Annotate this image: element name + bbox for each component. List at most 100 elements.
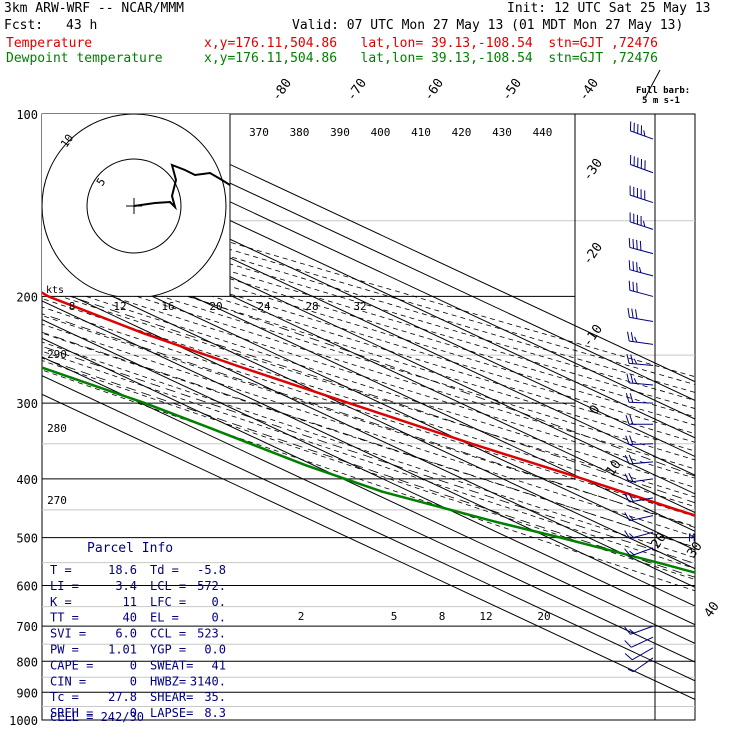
wind-barb bbox=[625, 435, 654, 446]
dry-adiabat bbox=[42, 323, 695, 538]
parcel-value: 0.0 bbox=[204, 643, 226, 657]
theta-side-label: 270 bbox=[47, 494, 67, 507]
hodograph-ring-inner bbox=[86, 158, 182, 254]
parcel-marker: M bbox=[689, 532, 696, 545]
parcel-cell: CELL = 242/30 bbox=[50, 710, 144, 724]
wind-barb bbox=[629, 212, 654, 230]
parcel-key: PW = bbox=[50, 643, 79, 657]
parcel-info-panel: Parcel Info CELL = 242/30 T = 18.6 Td = -5.… bbox=[50, 541, 226, 724]
barb-legend-value: 5 m s-1 bbox=[642, 96, 680, 106]
mixing-ratio-label: 5 bbox=[391, 610, 398, 623]
pressure-tick-label: 800 bbox=[16, 655, 38, 669]
wind-barb-staff bbox=[628, 401, 654, 404]
mixing-top-label: 32 bbox=[353, 300, 366, 313]
dry-adiabat bbox=[42, 192, 695, 385]
parcel-title: Parcel Info bbox=[87, 541, 173, 556]
parcel-value: 0. bbox=[212, 611, 226, 625]
parcel-key: LAPSE= bbox=[150, 706, 193, 720]
wind-barb bbox=[629, 155, 654, 174]
wind-barb bbox=[624, 472, 654, 483]
wind-barb-staff bbox=[629, 362, 654, 366]
wind-barb bbox=[625, 415, 653, 425]
pressure-tick-label: 1000 bbox=[9, 714, 38, 728]
parcel-key: T = bbox=[50, 563, 72, 577]
mixing-top-label: 8 bbox=[69, 300, 76, 313]
parcel-value: 1.01 bbox=[108, 643, 137, 657]
wind-barb-flag bbox=[624, 530, 631, 539]
dry-adiabat bbox=[42, 298, 695, 508]
isotherm-label: 20 bbox=[648, 530, 669, 551]
init-time: Init: 12 UTC Sat 25 May 13 bbox=[507, 1, 711, 16]
wind-barb-staff bbox=[629, 497, 654, 503]
parcel-value: 3.4 bbox=[115, 579, 137, 593]
wind-barb-flag bbox=[632, 238, 635, 249]
hodograph-ring-label: 10 bbox=[58, 132, 76, 150]
wind-barb-flag bbox=[627, 331, 630, 342]
wind-barb-staff bbox=[629, 316, 654, 323]
wind-barb-flag bbox=[628, 492, 634, 502]
theta-label: 380 bbox=[290, 126, 310, 139]
wind-barb-flag bbox=[636, 262, 638, 272]
isotherm bbox=[42, 225, 695, 532]
isotherm-label: -70 bbox=[344, 76, 370, 104]
parcel-value: 0 bbox=[130, 706, 137, 720]
parcel-value: 3140. bbox=[190, 674, 226, 688]
isotherm bbox=[42, 375, 695, 682]
parcel-value: 523. bbox=[197, 627, 226, 641]
parcel-key: YGP = bbox=[150, 643, 186, 657]
dry-adiabat bbox=[42, 369, 695, 592]
wind-barb-flag bbox=[636, 282, 638, 293]
wind-barb bbox=[624, 625, 654, 635]
parcel-key: Tc = bbox=[50, 690, 79, 704]
parcel-value: -5.8 bbox=[197, 563, 226, 577]
parcel-key: CIN = bbox=[50, 674, 86, 688]
wind-barb-flag bbox=[628, 515, 634, 521]
parcel-value: 0 bbox=[130, 674, 137, 688]
temperature-legend: Temperature bbox=[6, 36, 93, 51]
dewpoint-profile bbox=[42, 366, 695, 574]
moist-adiabat bbox=[42, 345, 695, 564]
temperature-profile bbox=[42, 291, 695, 517]
wind-barb-flag bbox=[624, 640, 632, 648]
dry-adiabat bbox=[42, 281, 695, 488]
wind-barb bbox=[628, 260, 654, 277]
wind-barb bbox=[629, 185, 654, 204]
wind-barb-flag bbox=[625, 415, 630, 425]
parcel-key: CCL = bbox=[150, 627, 186, 641]
wind-barb-flag bbox=[642, 220, 646, 227]
wind-barb-staff bbox=[631, 636, 654, 648]
wind-barb-flag bbox=[631, 308, 634, 319]
mixing-ratio-label: 8 bbox=[439, 610, 446, 623]
theta-label: 370 bbox=[249, 126, 269, 139]
wind-barb-staff bbox=[630, 625, 654, 635]
mixing-top-label: 16 bbox=[161, 300, 174, 313]
dry-adiabat bbox=[42, 235, 695, 435]
mixing-top-label: 28 bbox=[305, 300, 318, 313]
wind-barb-flag bbox=[630, 332, 634, 342]
pressure-tick-label: 600 bbox=[16, 580, 38, 594]
wind-barb-flag bbox=[635, 309, 638, 319]
mixing-top-label: 24 bbox=[257, 300, 271, 313]
valid-time: Valid: 07 UTC Mon 27 May 13 (01 MDT Mon … bbox=[292, 18, 684, 33]
parcel-key: SREH = bbox=[50, 706, 93, 720]
theta-label: 400 bbox=[371, 126, 391, 139]
parcel-value: 11 bbox=[123, 595, 137, 609]
moist-adiabat bbox=[42, 331, 695, 548]
theta-label: 390 bbox=[330, 126, 350, 139]
wind-barb bbox=[624, 530, 654, 539]
wind-barb bbox=[625, 393, 654, 404]
theta-label: 420 bbox=[452, 126, 472, 139]
pressure-tick-label: 300 bbox=[16, 397, 38, 411]
wind-barb-flag bbox=[633, 378, 638, 384]
isotherm-label: -80 bbox=[269, 76, 295, 104]
pressure-tick-label: 400 bbox=[16, 473, 38, 487]
dry-adiabat bbox=[42, 213, 695, 409]
theta-side-label: 290 bbox=[47, 348, 67, 361]
wind-barb-flag bbox=[632, 281, 635, 292]
wind-barb-flag bbox=[624, 653, 633, 661]
barb-legend-title: Full barb: bbox=[636, 86, 690, 96]
wind-barb bbox=[627, 331, 654, 345]
wind-barb-flag bbox=[630, 373, 634, 384]
parcel-key: SHEAR= bbox=[150, 690, 193, 704]
parcel-value: 41 bbox=[212, 658, 226, 672]
